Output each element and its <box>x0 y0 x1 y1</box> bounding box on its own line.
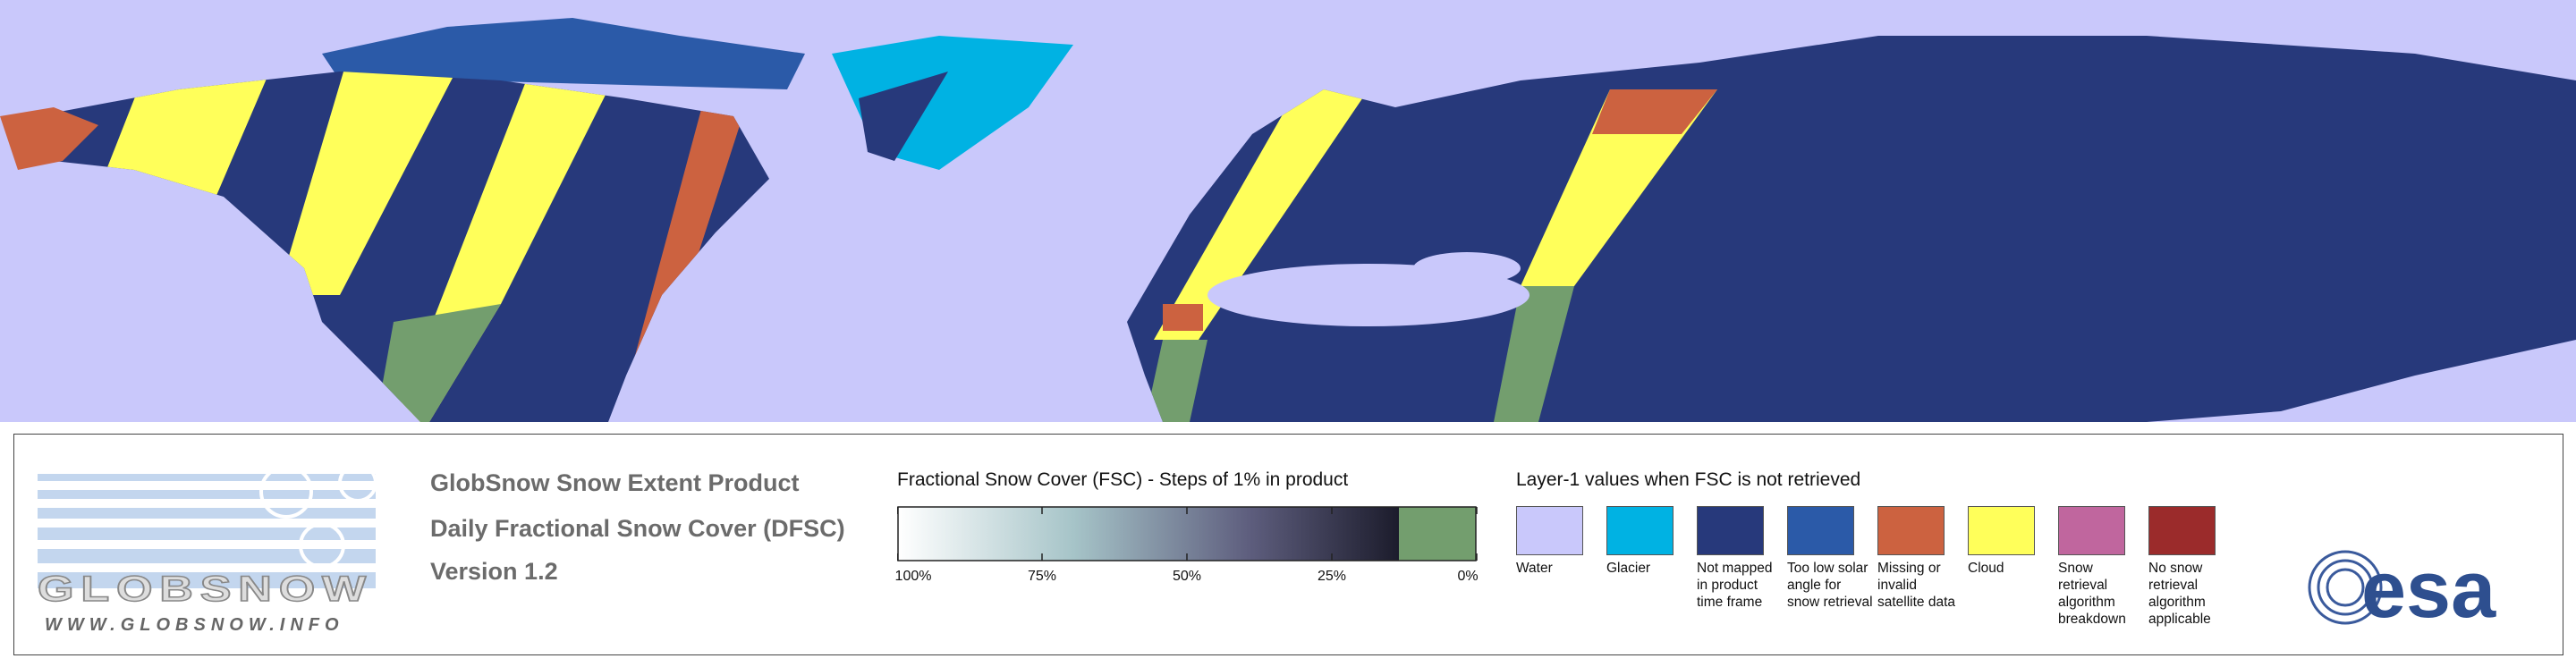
class-label: Missing or invalid satellite data <box>1877 561 1956 610</box>
map <box>0 0 2576 422</box>
fsc-bar <box>897 506 1478 561</box>
class-swatch <box>1877 506 1945 555</box>
class-swatch <box>1516 506 1583 555</box>
fsc-title: Fractional Snow Cover (FSC) - Steps of 1… <box>897 469 1349 490</box>
fsc-tick-label: 25% <box>1317 569 1347 584</box>
class-swatch <box>1697 506 1764 555</box>
class-label: Glacier <box>1606 561 1651 576</box>
class-label: Water <box>1516 561 1553 576</box>
logo-name: GLOBSNOW <box>38 570 373 609</box>
logo-url: WWW.GLOBSNOW.INFO <box>45 615 344 635</box>
class-swatch <box>1606 506 1674 555</box>
class-label: Not mapped in product time frame <box>1697 561 1773 610</box>
class-swatch <box>1787 506 1854 555</box>
class-label: Snow retrieval algorithm breakdown <box>2058 561 2126 627</box>
legend-panel <box>13 434 2563 655</box>
layer1-title: Layer-1 values when FSC is not retrieved <box>1516 469 1861 490</box>
class-label: Cloud <box>1968 561 2004 576</box>
fsc-tick-label: 75% <box>1027 569 1057 584</box>
fsc-tick-label: 0% <box>1457 569 1479 584</box>
esa-text: esa <box>2361 547 2496 635</box>
class-swatch <box>2058 506 2125 555</box>
globsnow-logo: GLOBSNOW WWW.GLOBSNOW.INFO <box>37 463 377 635</box>
product-title: GlobSnow Snow Extent Product <box>430 469 800 496</box>
fsc-tick-label: 100% <box>894 569 932 584</box>
fsc-tick-label: 50% <box>1172 569 1202 584</box>
class-label: No snow retrieval algorithm applicable <box>2148 561 2211 627</box>
product-subtitle: Daily Fractional Snow Cover (DFSC) <box>430 515 845 542</box>
product-version: Version 1.2 <box>430 558 558 585</box>
class-swatch <box>2148 506 2216 555</box>
esa-logo: esa <box>2308 547 2496 635</box>
class-label: Too low solar angle for snow retrieval <box>1787 561 1873 610</box>
class-swatch <box>1968 506 2035 555</box>
